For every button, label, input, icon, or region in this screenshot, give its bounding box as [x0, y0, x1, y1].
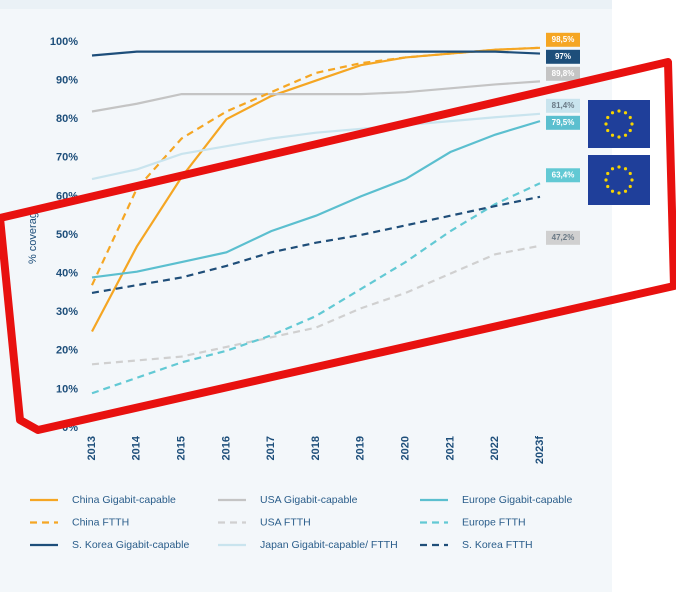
legend-label: Europe FTTH [462, 516, 526, 528]
legend-label: China Gigabit-capable [72, 494, 176, 506]
flag-star [611, 111, 614, 114]
top-strip [0, 0, 612, 9]
legend-label: USA FTTH [260, 516, 311, 528]
flag-star [624, 111, 627, 114]
legend-label: USA Gigabit-capable [260, 494, 358, 506]
flag-star [629, 129, 632, 132]
legend-label: Europe Gigabit-capable [462, 494, 572, 506]
legend-label: China FTTH [72, 516, 129, 528]
x-tick-label: 2015 [176, 436, 188, 460]
flag-star [630, 178, 633, 181]
y-tick-label: 40% [56, 268, 78, 280]
flag-star [629, 116, 632, 119]
flag-star [604, 178, 607, 181]
flag-star [606, 116, 609, 119]
flag-star [617, 165, 620, 168]
flag-star [604, 122, 607, 125]
flag-star [617, 135, 620, 138]
x-tick-label: 2016 [220, 436, 232, 460]
y-tick-label: 20% [56, 345, 78, 357]
value-label: 47,2% [552, 233, 575, 242]
value-label: 98,5% [552, 35, 575, 44]
chart: % coverage 0%10%20%30%40%50%60%70%80%90%… [0, 0, 676, 592]
x-tick-label: 2019 [355, 436, 367, 460]
legend-label: S. Korea Gigabit-capable [72, 539, 189, 551]
x-tick-label: 2022 [489, 436, 501, 460]
y-tick-label: 90% [56, 75, 78, 87]
x-tick-label: 2017 [265, 436, 277, 460]
y-tick-label: 80% [56, 113, 78, 125]
y-tick-label: 100% [50, 36, 78, 48]
flag-star [629, 185, 632, 188]
x-tick-label: 2023f [534, 436, 546, 464]
flag-star [606, 185, 609, 188]
y-tick-label: 70% [56, 152, 78, 164]
x-tick-label: 2018 [310, 436, 322, 460]
value-label: 79,5% [552, 118, 575, 127]
flag-star [611, 190, 614, 193]
x-tick-label: 2013 [86, 436, 98, 460]
flag-star [624, 190, 627, 193]
flag-star [617, 109, 620, 112]
x-tick-label: 2014 [131, 435, 143, 460]
value-label: 81,4% [552, 101, 575, 110]
y-tick-label: 10% [56, 383, 78, 395]
flag-star [624, 167, 627, 170]
flag-star [617, 191, 620, 194]
flag-star [611, 167, 614, 170]
x-tick-label: 2020 [400, 436, 412, 460]
value-label: 63,4% [552, 170, 575, 179]
flag-star [606, 129, 609, 132]
flag-star [624, 134, 627, 137]
flag-star [611, 134, 614, 137]
legend-label: S. Korea FTTH [462, 539, 533, 551]
x-tick-label: 2021 [444, 436, 456, 460]
y-tick-label: 30% [56, 306, 78, 318]
value-label: 89,8% [552, 69, 575, 78]
flag-star [629, 172, 632, 175]
eu-flag [588, 155, 650, 205]
value-label: 97% [555, 52, 571, 61]
legend-label: Japan Gigabit-capable/ FTTH [260, 539, 398, 551]
flag-star [630, 122, 633, 125]
flag-star [606, 172, 609, 175]
y-tick-label: 50% [56, 229, 78, 241]
eu-flag [588, 100, 650, 148]
